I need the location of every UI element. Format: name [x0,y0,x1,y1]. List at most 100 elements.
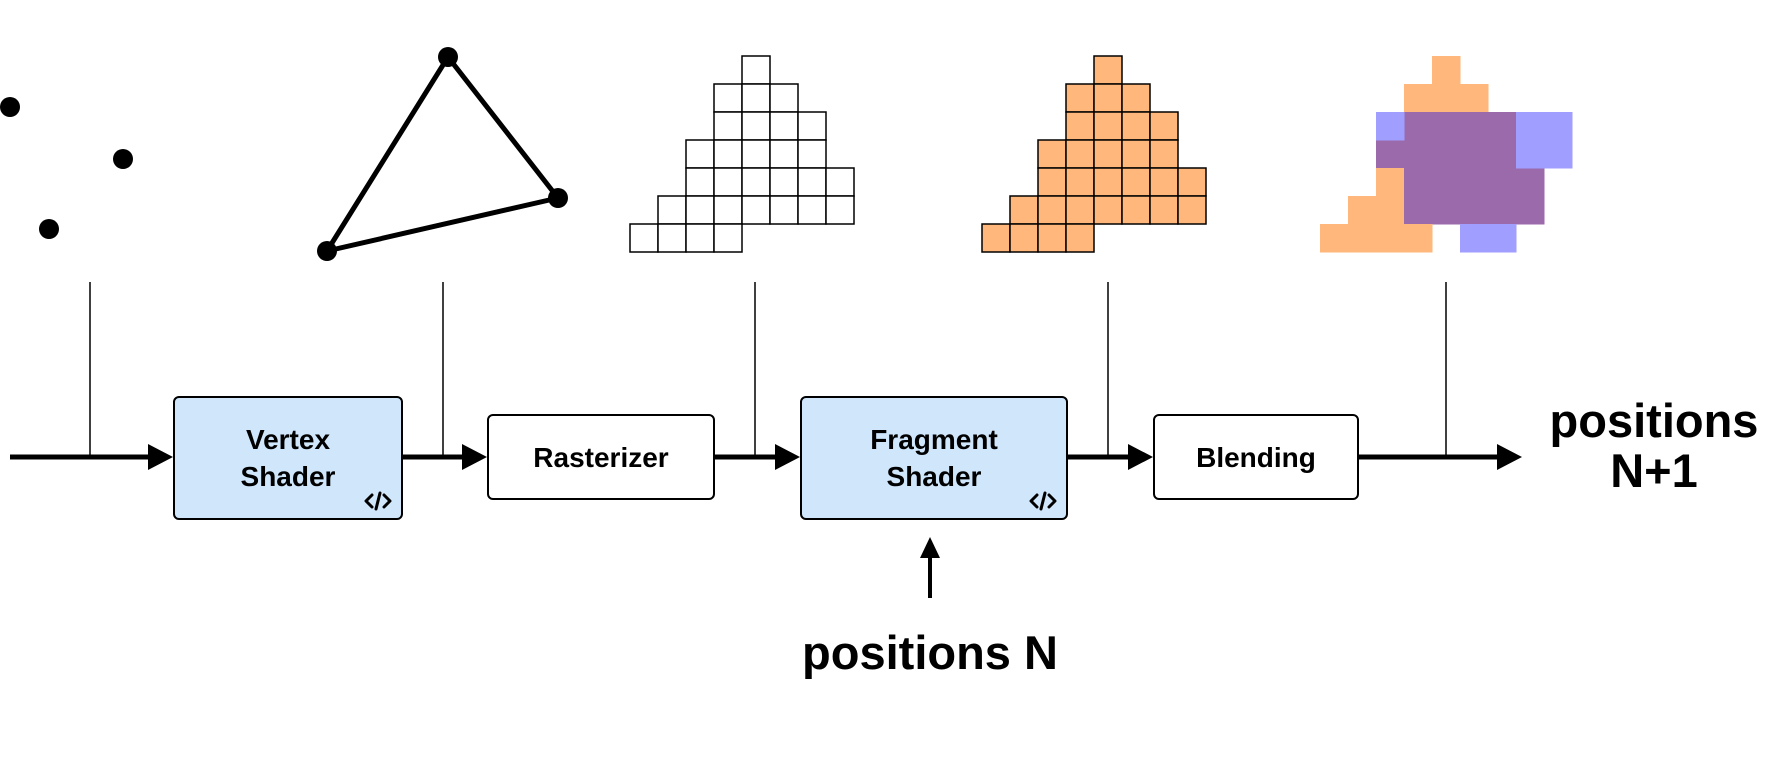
blended-pixel [1404,112,1433,141]
triangle-outline [324,54,561,254]
blended-pixel [1460,112,1489,141]
vertex-dot [317,241,337,261]
pixel-cell [1065,83,1095,113]
blended-pixel [1460,224,1489,253]
pixel-cell [741,111,771,141]
blended-pixel [1320,224,1349,253]
input-label: positions N [802,626,1058,679]
pixel-cell [1121,83,1151,113]
output-label: positions N+1 [1549,394,1759,497]
blended-pixel [1404,196,1433,225]
blended-pixel [1404,84,1433,113]
pixel-cell [1037,223,1067,253]
pixel-cell [629,223,659,253]
vertex-dot [438,47,458,67]
pixel-cell [825,195,855,225]
code-icon [364,491,392,511]
blended-pixel [1348,196,1377,225]
shaded-fragments-illustration [981,55,1207,253]
arrowhead [148,444,173,470]
vertex-dot [548,188,568,208]
pixel-cell [1065,167,1095,197]
fragment-shader-label: Fragment Shader [870,424,998,492]
pixel-cell [769,139,799,169]
blended-pixel [1516,168,1545,197]
arrowhead [775,444,800,470]
pixel-cell [1149,111,1179,141]
blended-pixel [1460,168,1489,197]
arrowhead [1128,444,1153,470]
pixel-cell [713,195,743,225]
pixel-cell [657,223,687,253]
connector-lines [89,282,1447,457]
pixel-cell [981,223,1011,253]
pixel-cell [685,223,715,253]
pixel-cell [1037,195,1067,225]
blended-pixel [1432,56,1461,85]
blended-pixel [1460,140,1489,169]
blended-pixel [1376,196,1405,225]
pixel-cell [685,139,715,169]
pixel-cell [741,195,771,225]
triangle-illustration [317,47,568,261]
pixel-cell [1121,195,1151,225]
pixel-cell [769,167,799,197]
rasterizer-stage: Rasterizer [487,414,715,500]
pixel-cell [1149,167,1179,197]
pixel-cell [1121,139,1151,169]
pixel-cell [713,111,743,141]
blended-pixel [1488,140,1517,169]
pixel-cell [1121,111,1151,141]
blended-pixel [1404,224,1433,253]
blended-pixel [1432,168,1461,197]
pixel-cell [1093,195,1123,225]
blending-label: Blending [1196,441,1316,473]
pixel-cell [741,83,771,113]
pixel-cell [1065,111,1095,141]
blended-pixel [1488,112,1517,141]
pixel-cell [1177,195,1207,225]
vertex-dot [39,219,59,239]
pixel-cell [769,83,799,113]
pixel-cell [1149,139,1179,169]
pixel-cell [769,195,799,225]
blended-pixel [1376,140,1405,169]
blended-pixel [1432,112,1461,141]
blended-pixel [1432,84,1461,113]
blended-pixel [1348,224,1377,253]
pixel-cell [1121,167,1151,197]
arrowhead [462,444,487,470]
flow-arrows [10,444,1522,598]
blended-pixel [1460,196,1489,225]
blended-pixel [1516,112,1545,141]
pixel-cell [741,167,771,197]
pixel-cell [1093,83,1123,113]
pixel-cell [1037,139,1067,169]
pixel-cell [825,167,855,197]
pixel-cell [1009,223,1039,253]
pixel-cell [797,195,827,225]
vertices-illustration [0,97,133,239]
pixel-cell [1065,195,1095,225]
vertex-shader-label: Vertex Shader [240,424,336,492]
vertex-shader-stage: Vertex Shader [173,396,403,520]
pixel-cell [713,139,743,169]
blended-pixel [1516,196,1545,225]
vertex-dot [113,149,133,169]
blended-pixel [1488,196,1517,225]
blended-pixel [1404,140,1433,169]
pixel-cell [741,139,771,169]
blended-pixel [1376,224,1405,253]
pixel-cell [1177,167,1207,197]
pixel-cell [741,55,771,85]
blended-output-illustration [1320,56,1573,253]
pixel-cell [1037,167,1067,197]
fragment-shader-stage: Fragment Shader [800,396,1068,520]
pixel-cell [1093,139,1123,169]
blended-pixel [1432,140,1461,169]
pixel-cell [1009,195,1039,225]
blended-pixel [1432,196,1461,225]
pixel-cell [769,111,799,141]
pixel-cell [1065,223,1095,253]
